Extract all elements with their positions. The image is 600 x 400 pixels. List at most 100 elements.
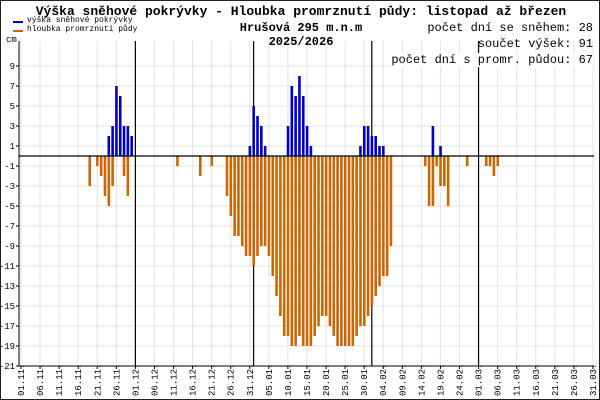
y-tick-label: 5 — [10, 102, 15, 112]
frost-bar — [465, 156, 469, 166]
frost-bar — [317, 156, 320, 326]
frost-bar — [103, 156, 107, 196]
x-tick-label: 04.02. — [379, 364, 389, 396]
frost-bar — [366, 156, 370, 316]
snow-bar — [301, 96, 305, 156]
y-tick-label: -3 — [4, 182, 15, 192]
x-tick-label: 21.03. — [551, 364, 561, 396]
frost-bar — [176, 156, 179, 166]
x-tick-label: 26.11. — [112, 364, 122, 396]
snow-bar — [298, 76, 301, 156]
snow-bar — [366, 126, 370, 156]
y-tick-label: -17 — [1, 322, 15, 332]
x-tick-label: 01.03. — [475, 364, 485, 396]
snow-bar — [359, 146, 362, 156]
y-tick-label: 1 — [10, 142, 15, 152]
snow-bar — [126, 126, 130, 156]
snow-bar — [378, 146, 381, 156]
frost-bar — [210, 156, 214, 166]
y-tick-label: -5 — [4, 202, 15, 212]
frost-bar — [263, 156, 267, 246]
x-tick-label: 31.12. — [246, 364, 256, 396]
frost-bar — [385, 156, 389, 276]
frost-bar — [435, 156, 439, 166]
x-tick-label: 14.02. — [417, 364, 427, 396]
x-tick-label: 25.01. — [341, 364, 351, 396]
x-tick-label: 09.02. — [398, 364, 408, 396]
x-tick-label: 21.11. — [93, 364, 103, 396]
snow-bar — [111, 126, 114, 156]
frost-bar — [96, 156, 99, 166]
frost-bar — [111, 156, 114, 186]
snow-bar — [374, 136, 378, 156]
snow-bar — [115, 86, 118, 156]
frost-bar — [443, 156, 446, 186]
x-tick-label: 26.12. — [227, 364, 237, 396]
snow-bar — [248, 146, 252, 156]
frost-bar — [347, 156, 351, 346]
x-tick-label: 24.02. — [455, 364, 465, 396]
y-tick-label: -9 — [4, 242, 15, 252]
stat-snow-days: počet dní se sněhem: 28 — [427, 21, 593, 35]
frost-bar — [244, 156, 248, 256]
frost-bar — [286, 156, 290, 336]
snow-bar — [107, 136, 111, 156]
x-tick-label: 06.03. — [494, 364, 504, 396]
frost-bar — [229, 156, 233, 216]
frost-bar — [305, 156, 309, 346]
frost-bar — [332, 156, 336, 336]
frost-bar — [240, 156, 244, 246]
y-tick-label: -15 — [1, 302, 15, 312]
frost-bar — [294, 156, 297, 346]
frost-bar — [343, 156, 347, 346]
frost-bar — [282, 156, 286, 336]
frost-bar — [378, 156, 381, 286]
y-tick-label: -21 — [1, 362, 15, 372]
y-tick-label: 9 — [10, 62, 15, 72]
x-tick-label: 26.03. — [570, 364, 580, 396]
frost-bar — [446, 156, 450, 206]
chart-title: Výška sněhové pokrývky - Hloubka promrzn… — [35, 4, 567, 19]
frost-bar — [267, 156, 271, 256]
snow-bar — [290, 86, 294, 156]
frost-bar — [439, 156, 442, 186]
frost-bar — [225, 156, 229, 196]
snow-bar — [305, 126, 309, 156]
stat-frozen-days: počet dní s promr. půdou: 67 — [391, 53, 593, 67]
frost-bar — [309, 156, 313, 346]
snow-bar — [260, 126, 263, 156]
station-name: Hrušová 295 m.n.m — [239, 21, 363, 35]
x-tick-label: 11.03. — [513, 364, 523, 396]
snow-bar — [256, 116, 259, 156]
x-tick-label: 21.12. — [208, 364, 218, 396]
frost-bar — [290, 156, 294, 346]
snow-bar — [252, 106, 255, 156]
frost-bar — [336, 156, 339, 346]
frost-bar — [496, 156, 500, 166]
legend-swatch-frost — [13, 30, 23, 32]
frost-bar — [313, 156, 317, 336]
frost-bar — [374, 156, 378, 296]
x-tick-label: 19.02. — [436, 364, 446, 396]
snow-bar — [286, 126, 290, 156]
legend-swatch-snow — [13, 21, 23, 23]
frost-bar — [431, 156, 435, 206]
x-tick-label: 31.03. — [589, 364, 599, 396]
frost-bar — [484, 156, 488, 166]
frost-bar — [107, 156, 111, 206]
snow-bar — [431, 126, 435, 156]
frost-bar — [99, 156, 103, 176]
frost-bar — [362, 156, 366, 326]
stat-snow-sum: součet výšek: 91 — [477, 37, 593, 51]
frost-bar — [256, 156, 259, 256]
y-tick-label: -11 — [1, 262, 15, 272]
snow-bar — [439, 146, 442, 156]
y-tick-label: 7 — [10, 82, 15, 92]
x-tick-label: 06.11. — [36, 364, 46, 396]
x-tick-label: 20.01. — [322, 364, 332, 396]
y-tick-label: -19 — [1, 342, 15, 352]
frost-bar — [389, 156, 393, 246]
snow-bar — [382, 146, 385, 156]
